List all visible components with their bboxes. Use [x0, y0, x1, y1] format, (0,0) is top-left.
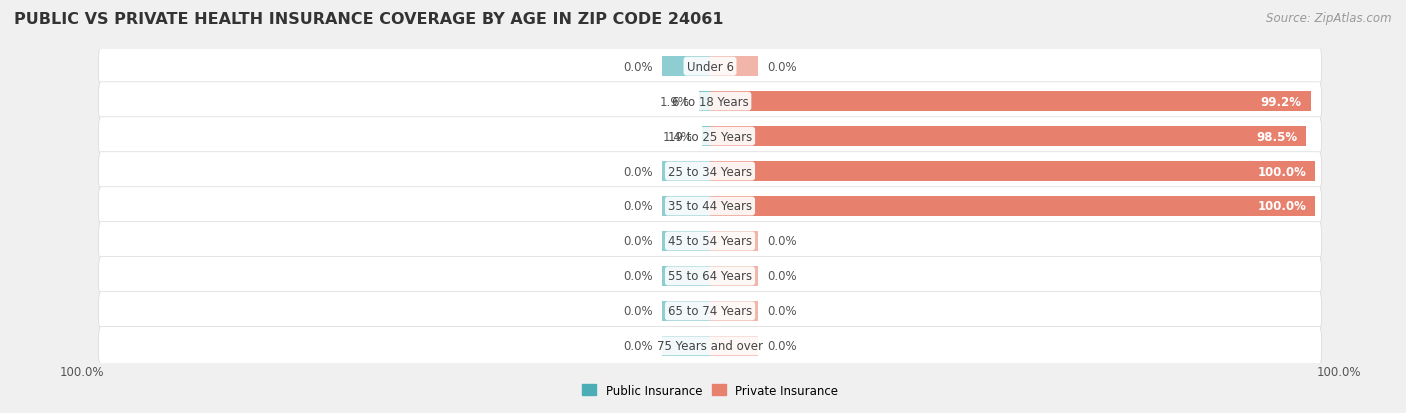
Text: 1.9%: 1.9% [659, 95, 689, 108]
Legend: Public Insurance, Private Insurance: Public Insurance, Private Insurance [578, 379, 842, 401]
Text: 0.0%: 0.0% [623, 305, 652, 318]
Text: 65 to 74 Years: 65 to 74 Years [668, 305, 752, 318]
Bar [662, 197, 710, 216]
Text: 25 to 34 Years: 25 to 34 Years [668, 165, 752, 178]
FancyBboxPatch shape [98, 83, 1322, 121]
Bar [710, 336, 758, 356]
Text: 0.0%: 0.0% [623, 339, 652, 352]
Text: 99.2%: 99.2% [1260, 95, 1302, 108]
Text: PUBLIC VS PRIVATE HEALTH INSURANCE COVERAGE BY AGE IN ZIP CODE 24061: PUBLIC VS PRIVATE HEALTH INSURANCE COVER… [14, 12, 724, 27]
Text: 100.0%: 100.0% [1316, 365, 1361, 378]
Text: 0.0%: 0.0% [768, 339, 797, 352]
Text: Under 6: Under 6 [686, 61, 734, 74]
Bar [710, 301, 758, 321]
FancyBboxPatch shape [98, 152, 1322, 191]
Text: 1.4%: 1.4% [662, 130, 693, 143]
Text: 6 to 18 Years: 6 to 18 Years [672, 95, 748, 108]
Text: Source: ZipAtlas.com: Source: ZipAtlas.com [1267, 12, 1392, 25]
Text: 0.0%: 0.0% [623, 235, 652, 248]
Bar [710, 127, 1306, 147]
Text: 0.0%: 0.0% [768, 61, 797, 74]
Bar [662, 266, 710, 286]
Text: 0.0%: 0.0% [768, 270, 797, 283]
FancyBboxPatch shape [98, 292, 1322, 330]
Bar [710, 92, 1310, 112]
Bar [662, 57, 710, 77]
Bar [710, 57, 758, 77]
Text: 75 Years and over: 75 Years and over [657, 339, 763, 352]
Text: 35 to 44 Years: 35 to 44 Years [668, 200, 752, 213]
Text: 0.0%: 0.0% [623, 200, 652, 213]
Bar [710, 266, 758, 286]
Bar [710, 231, 758, 252]
Bar [662, 336, 710, 356]
FancyBboxPatch shape [98, 118, 1322, 156]
Text: 45 to 54 Years: 45 to 54 Years [668, 235, 752, 248]
Text: 0.0%: 0.0% [768, 235, 797, 248]
Bar [699, 92, 710, 112]
Text: 0.0%: 0.0% [623, 270, 652, 283]
Bar [710, 161, 1316, 182]
Bar [662, 301, 710, 321]
Text: 100.0%: 100.0% [1257, 200, 1306, 213]
Bar [662, 161, 710, 182]
FancyBboxPatch shape [98, 257, 1322, 295]
FancyBboxPatch shape [98, 222, 1322, 261]
FancyBboxPatch shape [98, 187, 1322, 226]
Bar [662, 231, 710, 252]
Text: 100.0%: 100.0% [1257, 165, 1306, 178]
Bar [710, 197, 1316, 216]
Text: 98.5%: 98.5% [1256, 130, 1298, 143]
Bar [702, 127, 710, 147]
Text: 0.0%: 0.0% [623, 165, 652, 178]
FancyBboxPatch shape [98, 327, 1322, 365]
Text: 0.0%: 0.0% [623, 61, 652, 74]
Text: 55 to 64 Years: 55 to 64 Years [668, 270, 752, 283]
Text: 19 to 25 Years: 19 to 25 Years [668, 130, 752, 143]
Text: 100.0%: 100.0% [59, 365, 104, 378]
Text: 0.0%: 0.0% [768, 305, 797, 318]
FancyBboxPatch shape [98, 48, 1322, 86]
